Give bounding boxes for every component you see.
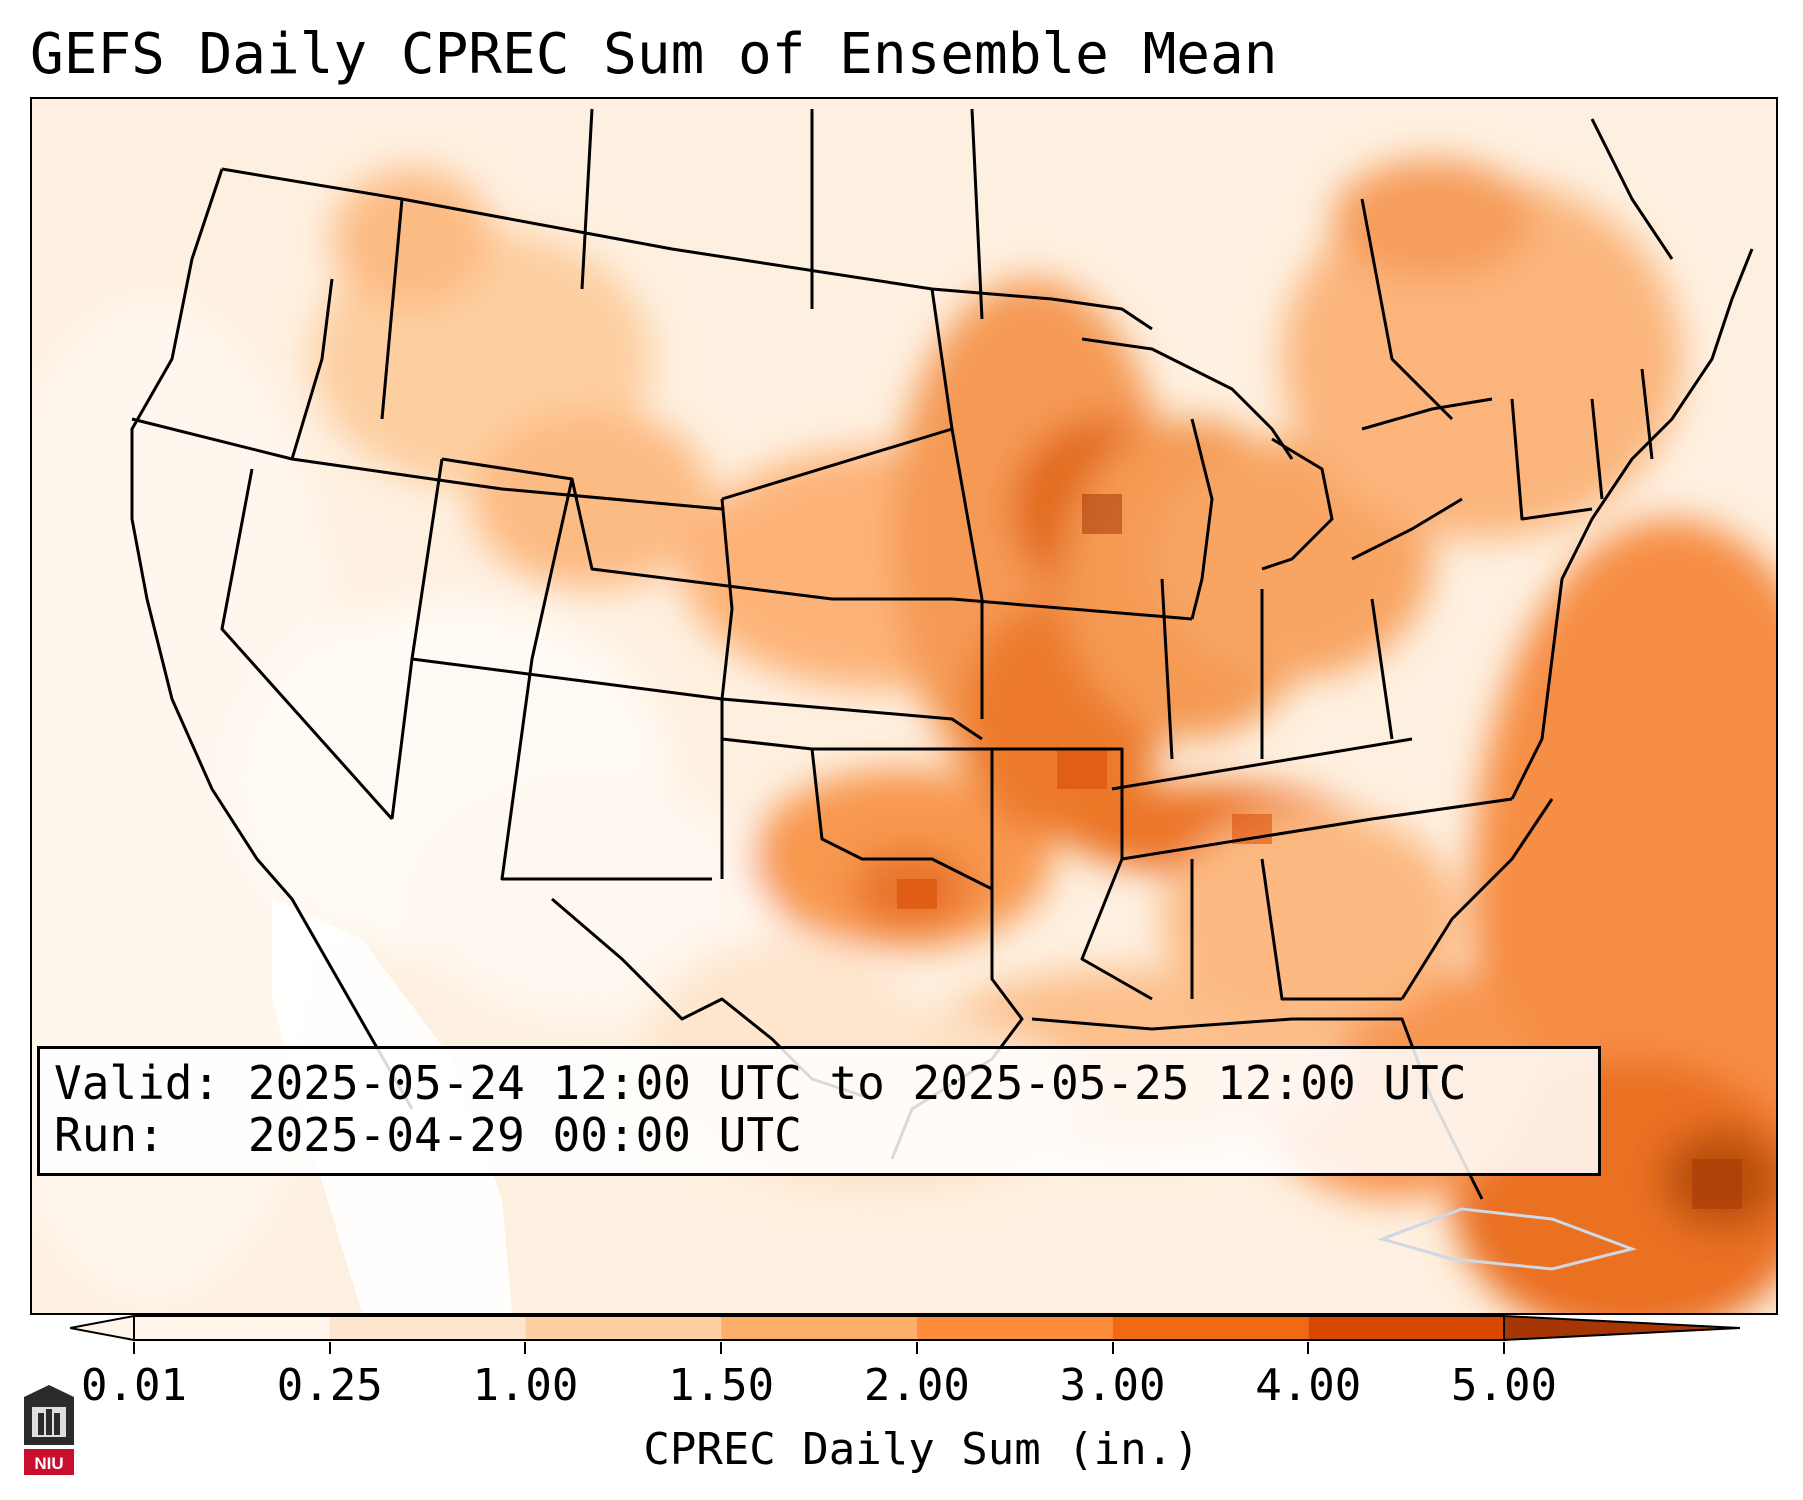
valid-value: 2025-05-24 12:00 UTC to 2025-05-25 12:00… <box>247 1056 1467 1110</box>
colorbar-segment <box>525 1316 722 1340</box>
run-value: 2025-04-29 00:00 UTC <box>247 1108 802 1162</box>
colorbar-extend-high <box>1503 1314 1740 1342</box>
colorbar-label: CPREC Daily Sum (in.) <box>643 1424 1200 1475</box>
colorbar-segment <box>1308 1316 1504 1340</box>
colorbar-tick-mark <box>328 1342 331 1354</box>
valid-label: Valid: <box>54 1056 221 1110</box>
colorbar-tick-label: 1.00 <box>472 1360 579 1411</box>
run-time-row: Run: 2025-04-29 00:00 UTC <box>54 1109 1584 1161</box>
colorbar-tick-label: 5.00 <box>1451 1360 1557 1411</box>
colorbar-segment <box>916 1316 1113 1340</box>
colorbar-tick-mark <box>1307 1342 1310 1354</box>
boundaries <box>130 108 1754 1200</box>
colorbar-tick-mark <box>133 1342 135 1354</box>
colorbar-tick-mark <box>1503 1342 1505 1354</box>
colorbar-outline <box>133 1315 1505 1341</box>
colorbar <box>70 1314 1740 1342</box>
colorbar-tick-mark <box>720 1342 723 1354</box>
colorbar-tick-mark <box>524 1342 527 1354</box>
colorbar-tick-mark <box>1111 1342 1114 1354</box>
logo-band <box>24 1449 74 1475</box>
colorbar-segment <box>721 1316 917 1340</box>
logo-text: NIU <box>34 1454 63 1473</box>
colorbar-tick-mark <box>915 1342 918 1354</box>
run-label: Run: <box>54 1108 165 1162</box>
map-title: GEFS Daily CPREC Sum of Ensemble Mean <box>30 22 1278 87</box>
niu-logo: NIU <box>24 1385 74 1475</box>
precip-grid-cells <box>897 494 1742 1209</box>
colorbar-tick-label: 4.00 <box>1255 1360 1362 1411</box>
colorbar-segment <box>1112 1316 1309 1340</box>
colorbar-tick-label: 2.00 <box>863 1360 970 1411</box>
colorbar-extend-low <box>70 1314 135 1342</box>
valid-time-row: Valid: 2025-05-24 12:00 UTC to 2025-05-2… <box>54 1057 1584 1109</box>
colorbar-tick-label: 1.50 <box>668 1360 775 1411</box>
colorbar-tick-label: 0.25 <box>276 1360 383 1411</box>
colorbar-tick-label: 0.01 <box>81 1360 187 1411</box>
colorbar-segment <box>134 1316 330 1340</box>
validity-info-box: Valid: 2025-05-24 12:00 UTC to 2025-05-2… <box>37 1046 1601 1176</box>
colorbar-tick-label: 3.00 <box>1059 1360 1166 1411</box>
colorbar-segment <box>329 1316 526 1340</box>
cuba-outline <box>1377 1207 1638 1271</box>
